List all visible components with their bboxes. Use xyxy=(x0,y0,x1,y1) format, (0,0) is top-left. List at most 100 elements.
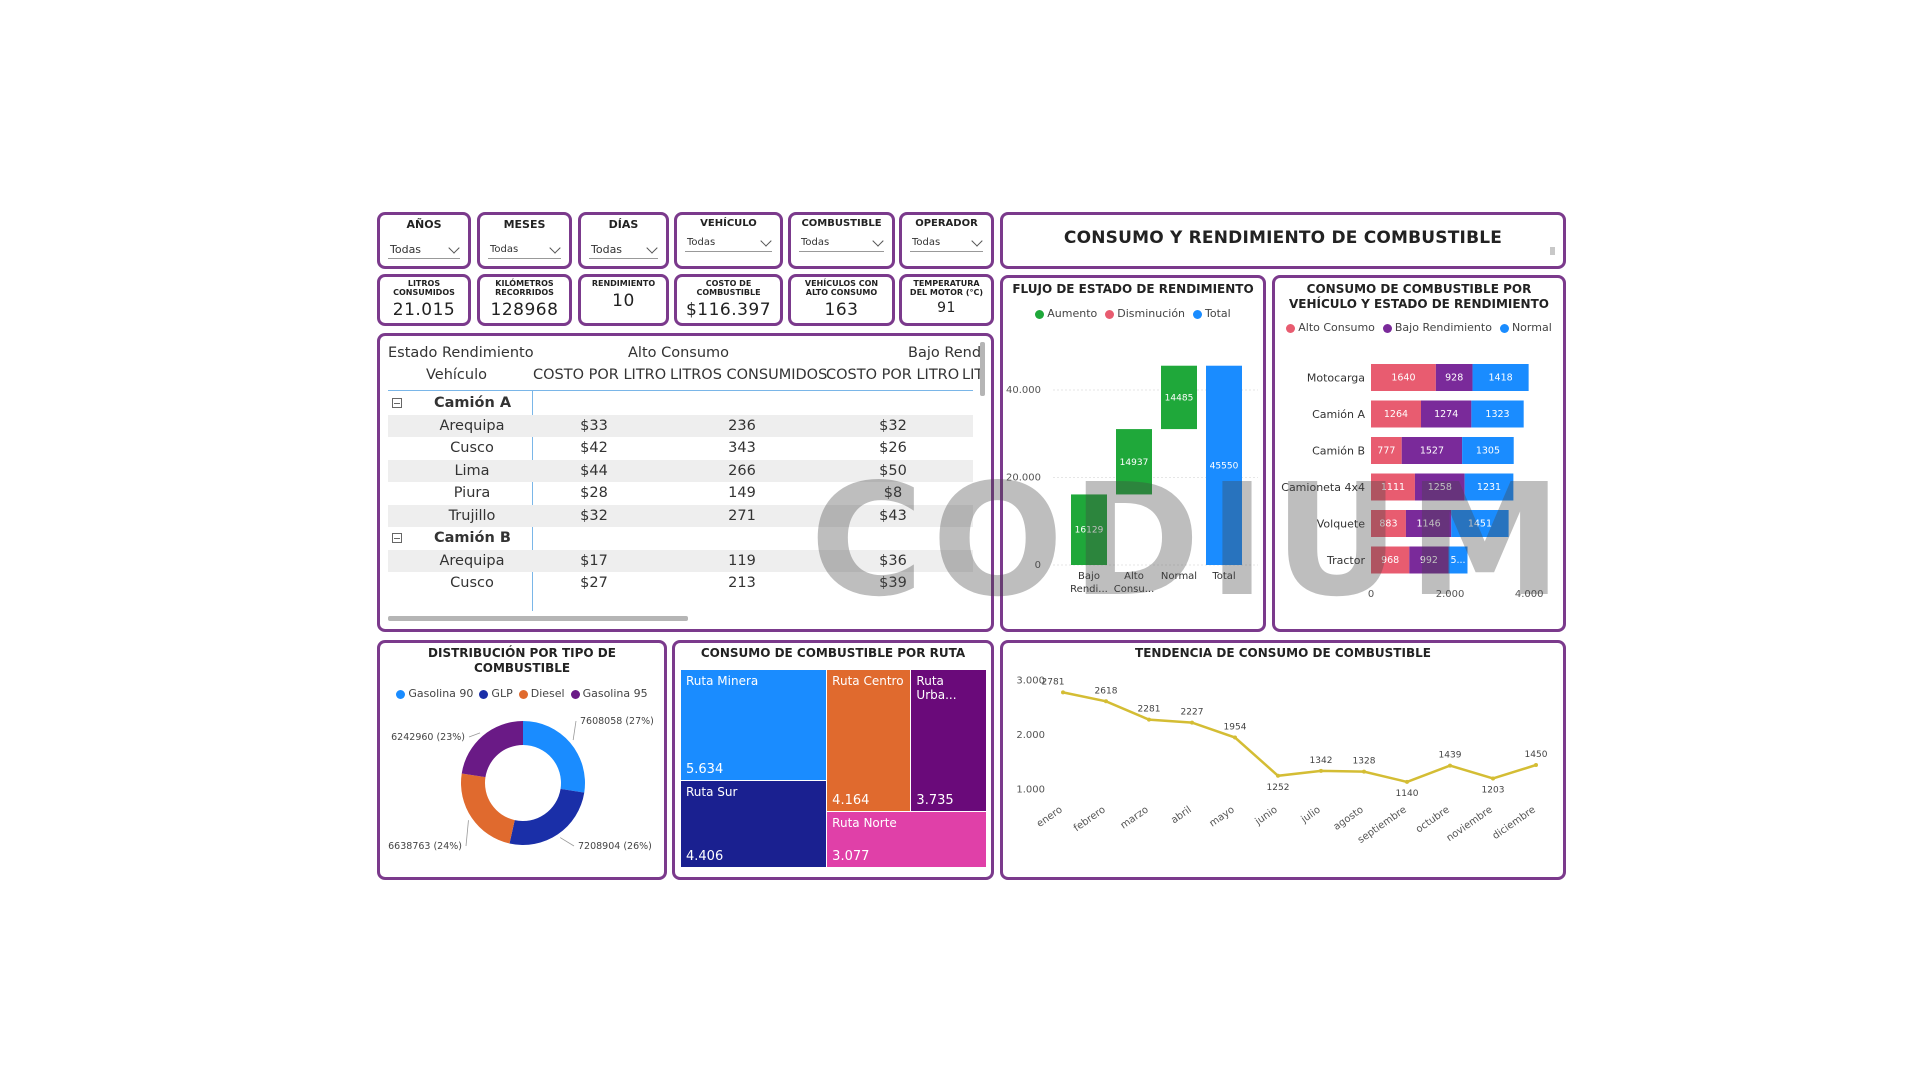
stacked-bar-segment[interactable] xyxy=(1414,473,1465,501)
donut-slice[interactable] xyxy=(461,773,515,844)
legend-diesel[interactable]: Diesel xyxy=(518,687,565,700)
kpi-costo-label: COSTO DE COMBUSTIBLE xyxy=(696,279,761,297)
slicer-meses-dropdown[interactable]: Todas xyxy=(488,240,561,259)
matrix-column-header[interactable]: COSTO POR LITRO xyxy=(826,367,960,383)
matrix-column-header[interactable]: COSTO POR LITRO xyxy=(533,367,667,383)
waterfall-bar[interactable] xyxy=(1071,494,1107,565)
data-point[interactable] xyxy=(1319,768,1323,773)
kpi-rendimiento-value: 10 xyxy=(612,290,635,311)
stacked-bar-segment[interactable] xyxy=(1371,473,1415,501)
stacked-bar-segment[interactable] xyxy=(1371,510,1406,537)
slicer-combustible[interactable]: COMBUSTIBLE Todas xyxy=(788,212,895,269)
treemap-tile[interactable]: Ruta Sur 4.406 xyxy=(681,781,827,867)
slicer-operador[interactable]: OPERADOR Todas xyxy=(899,212,994,269)
slicer-anos-dropdown[interactable]: Todas xyxy=(388,240,460,259)
stacked-bar-segment[interactable] xyxy=(1401,437,1463,464)
slicer-operador-dropdown[interactable]: Todas xyxy=(910,233,983,252)
data-point[interactable] xyxy=(1276,773,1280,778)
legend-glp[interactable]: GLP xyxy=(479,687,513,700)
table-row[interactable]: Piura $28 149 $8 xyxy=(388,482,973,504)
waterfall-bar[interactable] xyxy=(1161,365,1197,430)
donut-slice[interactable] xyxy=(523,721,585,793)
stacked-bar-segment[interactable] xyxy=(1448,546,1468,574)
waterfall-bar[interactable] xyxy=(1206,365,1242,565)
table-row[interactable]: Arequipa $33 236 $32 xyxy=(388,414,973,437)
matrix-row-label: Piura xyxy=(453,485,491,501)
data-point[interactable] xyxy=(1233,735,1237,740)
legend-disminucion[interactable]: Disminución xyxy=(1105,307,1185,320)
matrix-cell: $28 xyxy=(580,485,608,501)
legend-aumento[interactable]: Aumento xyxy=(1035,307,1097,320)
stacked-bar-segment[interactable] xyxy=(1462,437,1514,464)
data-point[interactable] xyxy=(1534,763,1538,767)
stacked-bar-segment[interactable] xyxy=(1464,473,1514,501)
stacked-bar-segment[interactable] xyxy=(1420,400,1472,428)
legend-total[interactable]: Total xyxy=(1193,307,1231,320)
stacked-bar-segment[interactable] xyxy=(1409,546,1449,574)
legend-gasolina95[interactable]: Gasolina 95 xyxy=(570,687,648,700)
matrix-group-label: Camión A xyxy=(434,395,512,411)
stacked-bar-segment[interactable] xyxy=(1371,364,1436,391)
table-row[interactable]: Cusco $42 343 $26 xyxy=(388,437,973,459)
treemap-tile-label: Ruta Norte xyxy=(832,816,897,831)
matrix-column-header[interactable]: LITROS CONSUMIDOS xyxy=(670,367,828,383)
data-point[interactable] xyxy=(1147,717,1151,722)
donut-slice[interactable] xyxy=(509,788,585,845)
donut-slice[interactable] xyxy=(461,721,523,778)
data-point[interactable] xyxy=(1061,690,1065,695)
treemap-tile[interactable]: Ruta Centro 4.164 xyxy=(827,670,911,812)
x-tick-label: agosto xyxy=(1332,804,1366,832)
vertical-scrollbar[interactable] xyxy=(980,342,985,396)
line-title: TENDENCIA DE CONSUMO DE COMBUSTIBLE xyxy=(1135,646,1431,660)
scrollbar-handle[interactable] xyxy=(1550,247,1555,255)
slicer-vehiculo-dropdown[interactable]: Todas xyxy=(685,233,772,252)
series-line[interactable] xyxy=(1062,691,1537,784)
table-row[interactable]: Arequipa $17 119 $36 xyxy=(388,549,973,572)
treemap-tile[interactable]: Ruta Urba... 3.735 xyxy=(911,670,986,812)
stacked-bar-segment[interactable] xyxy=(1405,510,1452,537)
stacked-bar-segment[interactable] xyxy=(1451,510,1509,537)
data-point[interactable] xyxy=(1362,769,1366,774)
table-row[interactable]: Lima $44 266 $50 xyxy=(388,459,973,482)
stacked-bar-segment[interactable] xyxy=(1471,400,1524,428)
table-row[interactable]: Cusco $27 213 $39 xyxy=(388,572,973,594)
data-point[interactable] xyxy=(1405,779,1409,784)
legend-gasolina90[interactable]: Gasolina 90 xyxy=(396,687,473,700)
data-label: 883 xyxy=(1379,519,1397,530)
slicer-anos[interactable]: AÑOS Todas xyxy=(377,212,471,269)
waterfall-bar[interactable] xyxy=(1116,429,1152,495)
legend-alto-consumo[interactable]: Alto Consumo xyxy=(1286,321,1375,334)
matrix-header-row1: Estado Rendimiento Alto Consumo Bajo Ren… xyxy=(388,342,985,364)
treemap-tile[interactable]: Ruta Minera 5.634 xyxy=(681,670,827,781)
slicer-meses[interactable]: MESES Todas xyxy=(477,212,572,269)
stacked-bar-segment[interactable] xyxy=(1472,364,1529,391)
horizontal-scrollbar[interactable] xyxy=(388,616,688,621)
stacked-bar-segment[interactable] xyxy=(1371,546,1410,574)
matrix-group-label: Camión B xyxy=(434,530,511,546)
table-row[interactable]: Trujillo $32 271 $43 xyxy=(388,504,973,527)
collapse-icon[interactable] xyxy=(392,398,402,408)
stacked-bar-segment[interactable] xyxy=(1371,400,1421,428)
data-label: 1264 xyxy=(1384,409,1408,420)
collapse-icon[interactable] xyxy=(392,533,402,543)
data-point[interactable] xyxy=(1491,776,1495,781)
data-point[interactable] xyxy=(1104,699,1108,704)
legend-bajo-rendimiento[interactable]: Bajo Rendimiento xyxy=(1382,321,1492,334)
data-point[interactable] xyxy=(1190,720,1194,725)
matrix-table[interactable]: Estado Rendimiento Alto Consumo Bajo Ren… xyxy=(377,333,994,632)
treemap-tile[interactable]: Ruta Norte 3.077 xyxy=(827,812,986,867)
matrix-group-row[interactable]: Camión B xyxy=(388,527,973,549)
slicer-dias-dropdown[interactable]: Todas xyxy=(589,240,658,259)
legend-bajo-rendimiento-label: Bajo Rendimiento xyxy=(1394,321,1492,334)
slicer-combustible-dropdown[interactable]: Todas xyxy=(799,233,884,252)
matrix-group-row[interactable]: Camión A xyxy=(388,392,973,414)
legend-dot-icon xyxy=(570,689,580,699)
legend-diesel-label: Diesel xyxy=(530,687,565,700)
data-point[interactable] xyxy=(1448,763,1452,768)
stacked-bar-segment[interactable] xyxy=(1435,364,1473,391)
legend-normal[interactable]: Normal xyxy=(1499,321,1552,334)
stacked-bar-segment[interactable] xyxy=(1371,437,1402,464)
slicer-vehiculo[interactable]: VEHÍCULO Todas xyxy=(674,212,783,269)
matrix-column-header[interactable]: LIT xyxy=(962,367,984,383)
slicer-dias[interactable]: DÍAS Todas xyxy=(578,212,669,269)
